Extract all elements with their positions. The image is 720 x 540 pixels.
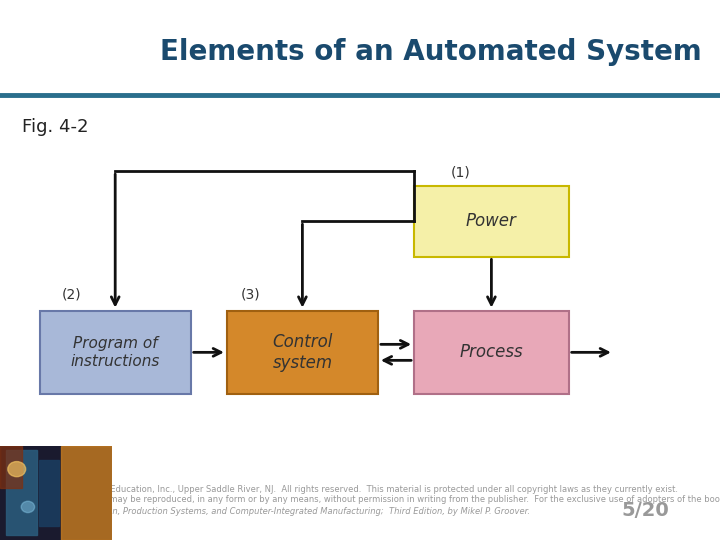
Text: Program of
instructions: Program of instructions <box>71 336 160 368</box>
Text: (2): (2) <box>62 287 82 301</box>
Text: No portion of this material may be reproduced, in any form or by any means, with: No portion of this material may be repro… <box>0 496 720 504</box>
Bar <box>6 450 37 535</box>
Text: Automation, Production Systems, and Computer-Integrated Manufacturing;  Third Ed: Automation, Production Systems, and Comp… <box>70 507 531 516</box>
FancyBboxPatch shape <box>414 310 569 394</box>
Text: (1): (1) <box>451 166 471 180</box>
FancyBboxPatch shape <box>227 310 378 394</box>
Text: Control
system: Control system <box>272 333 333 372</box>
Circle shape <box>8 462 26 477</box>
Text: (3): (3) <box>240 287 261 301</box>
Text: ©2008 Pearson Education, Inc., Upper Saddle River, NJ.  All rights reserved.  Th: ©2008 Pearson Education, Inc., Upper Sad… <box>42 485 678 495</box>
Text: Elements of an Automated System: Elements of an Automated System <box>160 38 702 66</box>
Text: Process: Process <box>459 343 523 361</box>
Circle shape <box>21 501 35 512</box>
Text: Fig. 4-2: Fig. 4-2 <box>22 118 89 136</box>
FancyBboxPatch shape <box>40 310 191 394</box>
Text: Power: Power <box>466 212 517 231</box>
Bar <box>39 460 59 526</box>
FancyBboxPatch shape <box>414 186 569 256</box>
Bar <box>0 446 22 488</box>
Bar <box>61 446 112 540</box>
Text: 5/20: 5/20 <box>621 502 669 521</box>
